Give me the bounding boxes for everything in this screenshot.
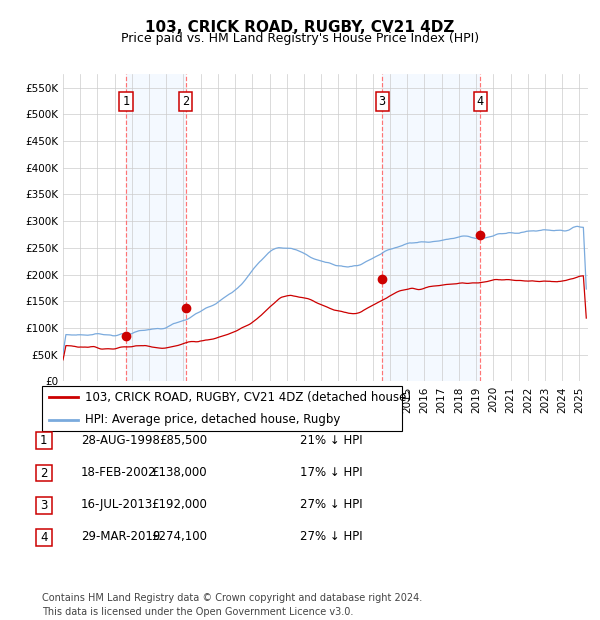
Text: Contains HM Land Registry data © Crown copyright and database right 2024.
This d: Contains HM Land Registry data © Crown c…	[42, 593, 422, 617]
Text: £274,100: £274,100	[151, 531, 207, 543]
Text: Price paid vs. HM Land Registry's House Price Index (HPI): Price paid vs. HM Land Registry's House …	[121, 32, 479, 45]
Text: 16-JUL-2013: 16-JUL-2013	[81, 498, 153, 511]
Text: 29-MAR-2019: 29-MAR-2019	[81, 531, 160, 543]
Text: 3: 3	[40, 499, 47, 511]
Text: HPI: Average price, detached house, Rugby: HPI: Average price, detached house, Rugb…	[85, 414, 341, 426]
Text: 2: 2	[40, 467, 47, 479]
FancyBboxPatch shape	[36, 433, 52, 449]
Text: 17% ↓ HPI: 17% ↓ HPI	[300, 466, 362, 479]
Text: 4: 4	[40, 531, 47, 544]
FancyBboxPatch shape	[36, 465, 52, 481]
FancyBboxPatch shape	[36, 529, 52, 546]
Bar	[382, 74, 481, 381]
FancyBboxPatch shape	[42, 386, 402, 431]
Text: 2: 2	[182, 95, 189, 108]
Bar	[126, 74, 185, 381]
Text: 21% ↓ HPI: 21% ↓ HPI	[300, 434, 362, 446]
Text: £192,000: £192,000	[151, 498, 207, 511]
Text: 18-FEB-2002: 18-FEB-2002	[81, 466, 157, 479]
Text: 103, CRICK ROAD, RUGBY, CV21 4DZ (detached house): 103, CRICK ROAD, RUGBY, CV21 4DZ (detach…	[85, 391, 411, 404]
Text: 27% ↓ HPI: 27% ↓ HPI	[300, 498, 362, 511]
Text: 3: 3	[379, 95, 386, 108]
Text: £85,500: £85,500	[159, 434, 207, 446]
Text: 27% ↓ HPI: 27% ↓ HPI	[300, 531, 362, 543]
FancyBboxPatch shape	[36, 497, 52, 513]
Text: £138,000: £138,000	[151, 466, 207, 479]
Text: 4: 4	[477, 95, 484, 108]
Text: 103, CRICK ROAD, RUGBY, CV21 4DZ: 103, CRICK ROAD, RUGBY, CV21 4DZ	[145, 20, 455, 35]
Text: 1: 1	[40, 435, 47, 447]
Text: 1: 1	[122, 95, 130, 108]
Text: 28-AUG-1998: 28-AUG-1998	[81, 434, 160, 446]
